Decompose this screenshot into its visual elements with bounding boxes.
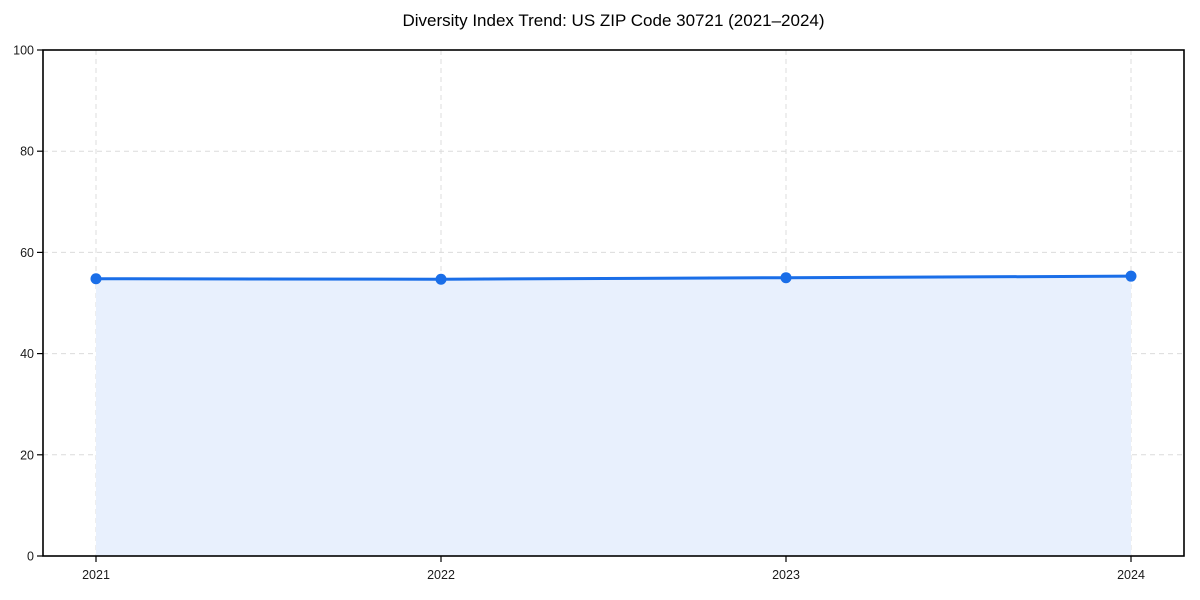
- x-tick-label: 2022: [427, 568, 455, 582]
- x-tick-label: 2021: [82, 568, 110, 582]
- data-point-2024: [1125, 270, 1137, 282]
- y-tick-label: 0: [27, 550, 34, 564]
- chart-title: Diversity Index Trend: US ZIP Code 30721…: [402, 11, 825, 30]
- y-tick-label: 80: [20, 145, 34, 159]
- data-point-2021: [90, 273, 102, 285]
- y-tick-label: 40: [20, 347, 34, 361]
- trend-line: [94, 274, 1133, 281]
- area-fill: [96, 276, 1131, 556]
- y-tick-label: 60: [20, 246, 34, 260]
- y-tick-label: 20: [20, 448, 34, 462]
- y-tick-label: 100: [13, 44, 34, 58]
- x-tick-label: 2023: [772, 568, 800, 582]
- data-point-2022: [435, 273, 447, 285]
- x-tick-label: 2024: [1117, 568, 1145, 582]
- data-point-2023: [780, 272, 792, 284]
- plot-border: [42, 49, 1185, 557]
